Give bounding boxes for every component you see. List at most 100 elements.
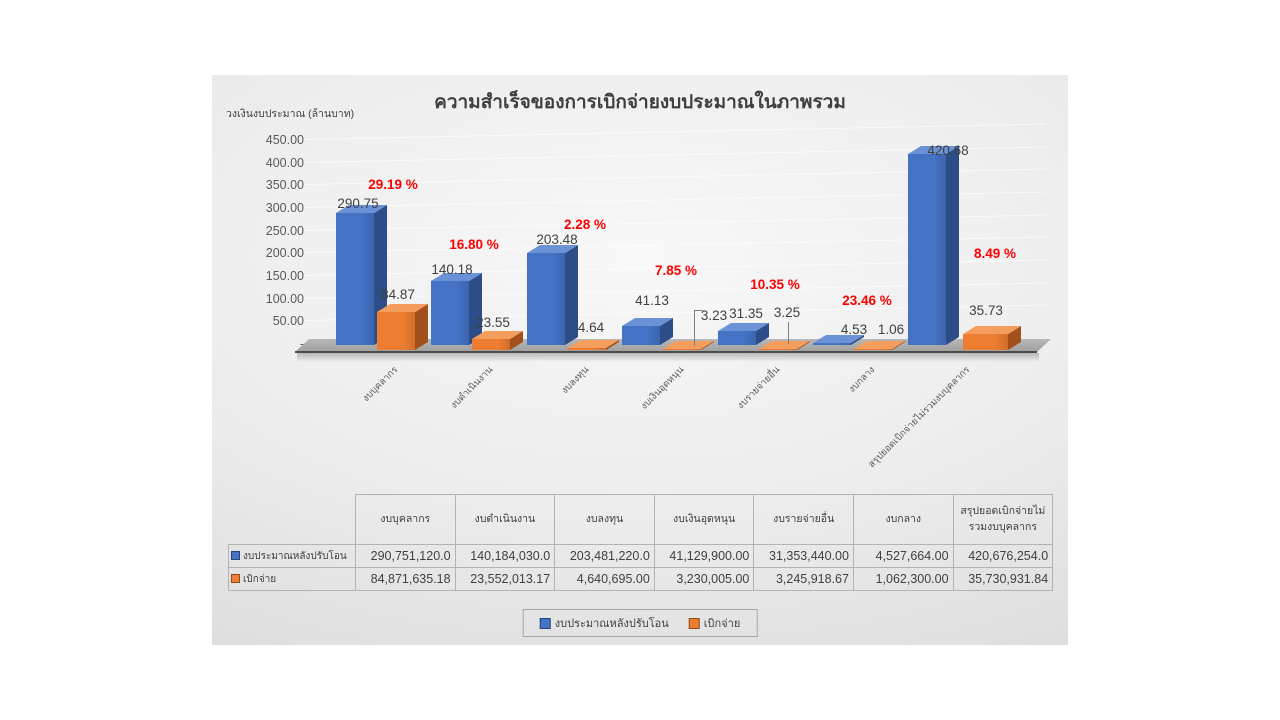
legend-swatch-disbursed [688, 617, 700, 629]
bar-budget-g5-front [718, 331, 756, 345]
value-label-budget: 41.13 [635, 293, 669, 308]
bar-budget-g7-side [946, 146, 959, 345]
bar-budget-g2-side [469, 273, 482, 345]
table-value-cell: 4,640,695.00 [554, 567, 655, 591]
x-category-label: งบกลาง [846, 364, 878, 395]
label-leader-line [694, 310, 703, 311]
bar-disbursed-g3-front [568, 348, 606, 350]
bar-disbursed-g3-top [568, 340, 619, 348]
legend-label-budget: งบประมาณหลังปรับโอน [554, 618, 669, 630]
table-value-cell: 203,481,220.0 [554, 544, 655, 568]
percent-label: 7.85 % [654, 263, 698, 278]
table-column-header: สรุปยอดเบิกจ่ายไม่รวมงบบุคลากร [952, 494, 1054, 545]
bar-disbursed-g1-top [377, 304, 428, 312]
table-value-cell: 3,245,918.67 [753, 567, 854, 591]
table-row-swatch [231, 573, 240, 583]
table-corner-cell [229, 495, 356, 545]
x-category-label: งบดำเนินงาน [448, 364, 496, 412]
bar-budget-g1-front [336, 213, 374, 345]
table-value-cell: 290,751,120.0 [355, 544, 456, 568]
value-label-disbursed: 4.64 [577, 320, 605, 335]
bar-budget-g6-front [813, 343, 851, 345]
value-label-disbursed: 23.55 [476, 315, 510, 330]
value-label-budget: 4.53 [840, 322, 868, 337]
bar-budget-g6-side [851, 335, 864, 345]
bar-disbursed-g6-side [892, 341, 905, 350]
value-label-budget: 420.68 [927, 143, 969, 158]
legend-item-disbursed: เบิกจ่าย [688, 614, 741, 632]
chart-card: ความสำเร็จของการเบิกจ่ายงบประมาณในภาพรวม… [212, 75, 1068, 645]
table-row-swatch [231, 550, 240, 560]
legend-label-disbursed: เบิกจ่าย [703, 618, 741, 630]
y-tick-label: 150.00 [265, 269, 304, 283]
table-column-header: งบดำเนินงาน [454, 494, 556, 545]
y-tick-label: 200.00 [265, 246, 304, 260]
bar-disbursed-g6-front [854, 349, 892, 350]
bar-budget-g7-front [908, 154, 946, 345]
chart-legend: งบประมาณหลังปรับโอน เบิกจ่าย [522, 609, 758, 637]
bar-disbursed-g5-top [759, 341, 810, 349]
table-value-cell: 35,730,931.84 [952, 567, 1054, 591]
bar-disbursed-g4-front [663, 349, 701, 350]
percent-label: 2.28 % [563, 217, 607, 232]
table-row-label: เบิกจ่าย [228, 567, 356, 591]
value-label-disbursed: 84.87 [381, 287, 415, 302]
table-column-header: งบเงินอุดหนุน [653, 494, 755, 545]
y-tick-label: 450.00 [265, 133, 304, 147]
y-tick-label: 300.00 [265, 201, 304, 215]
percent-label: 8.49 % [973, 246, 1017, 261]
value-label-budget: 140.18 [431, 262, 473, 277]
value-label-budget: 290.75 [337, 196, 379, 211]
x-category-label: งบลงทุน [559, 364, 592, 397]
y-tick-label: 50.00 [272, 314, 304, 328]
bar-budget-g4-top [622, 318, 673, 326]
bar-budget-g2-top [431, 273, 482, 281]
x-category-label: งบรายจ่ายอื่น [735, 364, 783, 412]
table-value-cell: 420,676,254.0 [952, 544, 1054, 568]
y-tick-label: 100.00 [265, 292, 304, 306]
x-category-label: งบเงินอุดหนุน [638, 364, 687, 412]
table-column-header: งบกลาง [852, 494, 954, 545]
percent-label: 23.46 % [842, 293, 892, 308]
value-label-disbursed: 35.73 [969, 303, 1003, 318]
bar-budget-g5-top [718, 323, 769, 331]
bar-disbursed-g1-front [377, 312, 415, 350]
data-table: งบบุคลากร งบดำเนินงาน งบลงทุน งบเงินอุดหนุน… [228, 494, 1054, 591]
table-value-cell: 23,552,013.17 [454, 567, 556, 591]
chart-title: ความสำเร็จของการเบิกจ่ายงบประมาณในภาพรวม [434, 92, 846, 113]
chart-floor-shadow [297, 353, 1039, 362]
value-label-budget: 31.35 [729, 306, 763, 321]
bar-disbursed-g1-side [415, 304, 428, 350]
table-value-cell: 1,062,300.00 [852, 567, 954, 591]
bar-budget-g3-side [565, 245, 578, 345]
table-row-label: งบประมาณหลังปรับโอน [228, 544, 356, 568]
bar-disbursed-g7-front [963, 334, 1008, 350]
x-category-label: สรุปยอดเบิกจ่ายไม่รวมงบบุคลากร [866, 364, 973, 471]
bar-budget-g3-front [527, 253, 565, 345]
bar-budget-g3-top [527, 245, 578, 253]
y-tick-label: 400.00 [265, 156, 304, 170]
x-axis-line [295, 351, 1037, 353]
legend-item-budget: งบประมาณหลังปรับโอน [539, 614, 669, 632]
data-table-grid: งบบุคลากร งบดำเนินงาน งบลงทุน งบเงินอุดหนุน… [228, 494, 1054, 591]
bar-budget-g6-top [813, 335, 864, 343]
table-value-cell: 41,129,900.00 [653, 544, 755, 568]
bar-disbursed-g2-front [472, 339, 510, 350]
table-value-cell: 31,353,440.00 [753, 544, 854, 568]
table-value-cell: 4,527,664.00 [852, 544, 954, 568]
value-label-disbursed: 3.25 [773, 305, 801, 320]
bar-budget-g2-front [431, 281, 469, 345]
label-leader-line [694, 310, 695, 346]
bar-disbursed-g3-side [606, 340, 619, 350]
label-leader-line [788, 322, 789, 344]
y-tick-label: 250.00 [265, 224, 304, 238]
value-label-disbursed: 3.23 [700, 308, 728, 323]
table-value-cell: 84,871,635.18 [355, 567, 456, 591]
table-value-cell: 3,230,005.00 [653, 567, 755, 591]
x-category-label: งบบุคลากร [360, 364, 401, 405]
percent-label: 29.19 % [368, 177, 418, 192]
value-label-budget: 203.48 [536, 232, 578, 247]
table-column-header: งบรายจ่ายอื่น [753, 494, 854, 545]
bar-disbursed-g4-top [663, 341, 714, 349]
